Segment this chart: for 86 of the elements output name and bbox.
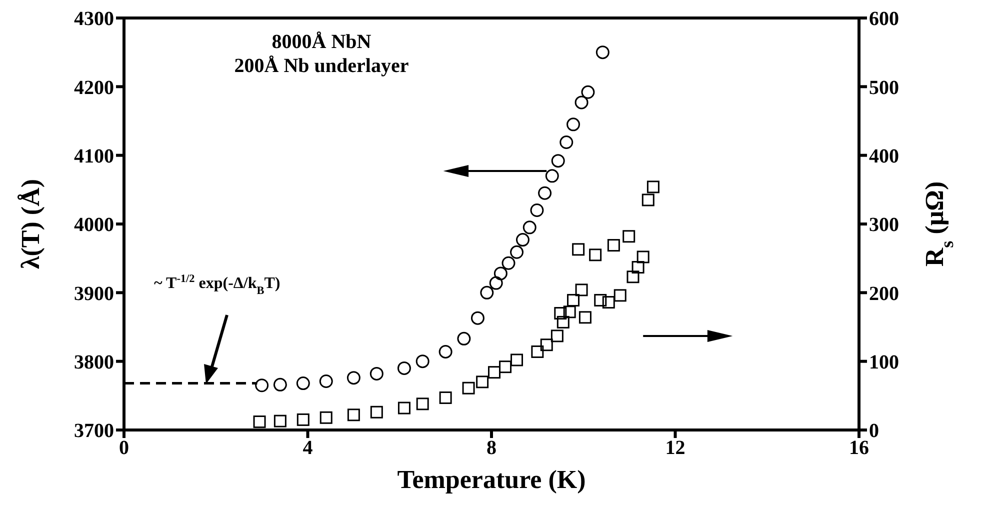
annotation: ~ T$^{-1/2}$ exp(-Δ/k$_{B}$T) (154, 273, 280, 297)
point (462, 382, 475, 394)
point (253, 416, 266, 428)
point (531, 345, 544, 358)
point (296, 413, 310, 426)
point (566, 118, 580, 132)
y-axis-title: λ(T) (Å) (16, 178, 46, 270)
y2-tick-label: 300 (869, 214, 899, 236)
point (551, 154, 565, 168)
y-tick-label: 4200 (74, 76, 114, 99)
point (632, 261, 644, 274)
point (499, 360, 512, 374)
point (319, 374, 333, 388)
point (273, 378, 287, 392)
point (489, 276, 503, 290)
y2-tick-label: 600 (869, 8, 899, 30)
x-tick-label: 16 (849, 437, 869, 460)
point (626, 270, 640, 284)
point (563, 306, 576, 318)
point (480, 286, 494, 300)
point (476, 376, 489, 388)
x-axis-title: Temperature (K) (397, 465, 586, 494)
point (510, 245, 524, 259)
y-tick-label: 4000 (74, 214, 114, 236)
point (540, 338, 553, 352)
point (642, 194, 654, 206)
point (457, 332, 471, 346)
point (554, 307, 567, 320)
x-tick-label: 8 (486, 437, 496, 460)
point (274, 414, 286, 428)
point (510, 354, 524, 366)
point (530, 204, 544, 218)
point (556, 316, 570, 328)
point (502, 256, 516, 270)
point (545, 169, 559, 183)
point (574, 96, 588, 110)
y-tick-label: 3700 (74, 420, 114, 442)
point (416, 398, 429, 410)
point (602, 296, 615, 309)
point (347, 408, 360, 422)
y2-tick-label: 400 (869, 145, 899, 168)
point (398, 402, 410, 414)
y2-tick-label: 100 (869, 351, 899, 374)
point (607, 239, 620, 252)
point (320, 411, 332, 424)
point (636, 250, 650, 264)
point (538, 186, 552, 200)
point (516, 233, 530, 247)
point (522, 220, 536, 234)
y-tick-label: 4300 (74, 8, 114, 30)
point (397, 361, 411, 375)
point (581, 85, 595, 99)
point (596, 46, 610, 60)
point (646, 180, 660, 194)
annotation: 200Å Nb underlayer (234, 55, 409, 77)
point (296, 376, 310, 390)
point (578, 311, 592, 324)
point (550, 330, 564, 342)
point (494, 266, 508, 280)
y2-tick-label: 200 (869, 282, 899, 305)
point (614, 289, 626, 302)
x-tick-label: 4 (302, 437, 313, 460)
point (572, 243, 585, 256)
point (416, 354, 430, 368)
y-tick-label: 4100 (74, 145, 114, 168)
point (575, 284, 588, 296)
point (346, 371, 360, 385)
point (370, 366, 384, 380)
annotation: 8000Å NbN (272, 31, 372, 53)
point (560, 136, 574, 150)
y-tick-label: 3900 (74, 282, 114, 305)
x-tick-label: 12 (665, 437, 686, 460)
point (439, 391, 452, 404)
point (438, 344, 452, 358)
point (594, 294, 607, 306)
point (470, 311, 484, 325)
point (255, 378, 269, 392)
point (370, 406, 383, 418)
point (622, 230, 636, 243)
point (567, 294, 580, 306)
x-tick-label: 0 (119, 437, 129, 460)
point (589, 248, 602, 262)
point (488, 366, 501, 379)
y-tick-label: 3800 (74, 351, 114, 374)
y2-tick-label: 500 (869, 76, 899, 99)
y2-tick-label: 0 (869, 420, 879, 442)
